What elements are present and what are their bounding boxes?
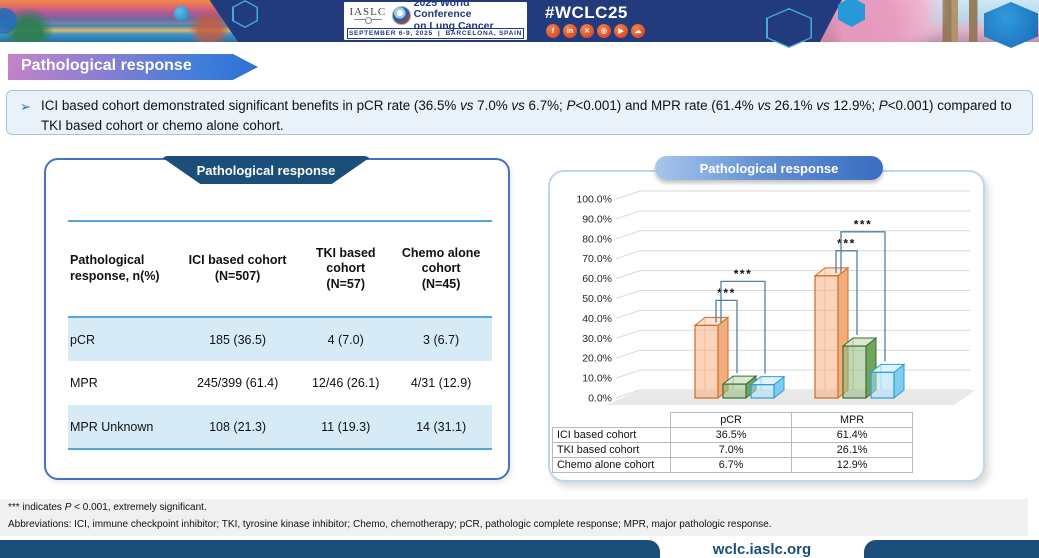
- table-header-row: Pathological response, n(%) ICI based co…: [68, 220, 492, 318]
- svg-text:***: ***: [837, 236, 856, 250]
- category-mpr: MPR: [791, 412, 913, 428]
- chart-table-row: ICI based cohort 36.5% 61.4%: [552, 427, 913, 443]
- svg-text:70.0%: 70.0%: [582, 253, 612, 265]
- chart-table-row: TKI based cohort 7.0% 26.1%: [552, 442, 913, 458]
- conference-title: 2025 World Conference on Lung Cancer: [413, 0, 494, 32]
- svg-text:30.0%: 30.0%: [582, 333, 612, 345]
- svg-text:10.0%: 10.0%: [582, 373, 612, 385]
- svg-text:***: ***: [734, 267, 753, 281]
- significance-footnote: *** indicates P < 0.001, extremely signi…: [8, 502, 207, 513]
- hexagon-decoration: [766, 8, 812, 48]
- x-icon[interactable]: ✕: [580, 24, 594, 38]
- arrow-bullet-icon: ➢: [20, 99, 31, 114]
- hashtag-wclc25: #WCLC25: [545, 3, 628, 22]
- abbreviations-footnote: Abbreviations: ICI, immune checkpoint in…: [8, 519, 772, 530]
- conference-date-location: SEPTEMBER 6-9, 2025 | BARCELONA, SPAIN: [347, 28, 524, 39]
- col-header-tki: TKI based cohort (N=57): [301, 220, 391, 318]
- svg-text:100.0%: 100.0%: [576, 194, 612, 206]
- pathological-response-table-panel: Pathological response Pathological respo…: [44, 156, 510, 480]
- category-pcr: pCR: [670, 412, 792, 428]
- svg-text:***: ***: [854, 217, 873, 231]
- iaslc-logo-motif: [353, 17, 382, 24]
- conference-url[interactable]: wclc.iaslc.org: [712, 541, 812, 558]
- col-header-chemo: Chemo alone cohort (N=45): [390, 220, 492, 318]
- footer-bar-right: [864, 540, 1039, 558]
- pathological-response-chart-panel: Pathological response 0.0% 10.0% 20.0% 30.0…: [548, 156, 985, 482]
- svg-text:0.0%: 0.0%: [588, 393, 612, 405]
- table-row: MPR 245/399 (61.4) 12/46 (26.1) 4/31 (12…: [70, 376, 472, 390]
- chart-table-row: Chemo alone cohort 6.7% 12.9%: [552, 457, 913, 473]
- table-row: pCR 185 (36.5) 4 (7.0) 3 (6.7): [68, 317, 492, 361]
- conference-logo-box: IASLC 2025 World Conference on Lung Canc…: [344, 0, 527, 40]
- svg-text:60.0%: 60.0%: [582, 273, 612, 285]
- svg-text:20.0%: 20.0%: [582, 353, 612, 365]
- facebook-icon[interactable]: f: [546, 24, 560, 38]
- pathological-response-table: Pathological response, n(%) ICI based co…: [68, 220, 492, 450]
- footer-bar-left: [0, 540, 660, 558]
- svg-text:80.0%: 80.0%: [582, 233, 612, 245]
- circle-decoration: [174, 6, 189, 21]
- header-bar: IASLC 2025 World Conference on Lung Canc…: [0, 0, 1039, 48]
- hexagon-decoration: [232, 0, 258, 28]
- col-header-ici: ICI based cohort (N=507): [174, 220, 302, 318]
- youtube-icon[interactable]: ▶: [614, 24, 628, 38]
- linkedin-icon[interactable]: in: [563, 24, 577, 38]
- chat-icon[interactable]: ☁: [631, 24, 645, 38]
- iaslc-logo: IASLC: [347, 7, 389, 24]
- footnote-band: [0, 499, 1028, 536]
- hexagon-decoration: [984, 2, 1038, 48]
- chart-category-row: pCR MPR: [553, 412, 913, 428]
- svg-text:50.0%: 50.0%: [582, 293, 612, 305]
- table-row: MPR Unknown 108 (21.3) 11 (19.3) 14 (31.…: [68, 405, 492, 450]
- slide-title-banner: Pathological response: [8, 54, 258, 80]
- key-finding-text: ICI based cohort demonstrated significan…: [41, 98, 1012, 133]
- col-header-response: Pathological response, n(%): [68, 220, 174, 318]
- slide-title: Pathological response: [21, 57, 192, 74]
- key-finding-callout: ➢ ICI based cohort demonstrated signific…: [6, 90, 1033, 135]
- svg-text:90.0%: 90.0%: [582, 213, 612, 225]
- chart-panel-banner: Pathological response: [655, 156, 883, 180]
- pathology-bar-chart: 0.0% 10.0% 20.0% 30.0% 40.0% 50.0% 60.0% 70.0% 8…: [576, 190, 976, 405]
- table-panel-banner: Pathological response: [160, 156, 372, 184]
- barcelona-park-photo: [0, 0, 238, 42]
- instagram-icon[interactable]: ◎: [597, 24, 611, 38]
- social-icons-row: f in ✕ ◎ ▶ ☁: [546, 24, 645, 38]
- wclc-globe-emblem: [391, 5, 411, 25]
- svg-text:40.0%: 40.0%: [582, 313, 612, 325]
- svg-text:***: ***: [717, 286, 736, 300]
- circle-decoration: [0, 8, 17, 34]
- chart-data-table: pCR MPR ICI based cohort 36.5% 61.4% TKI…: [552, 412, 913, 473]
